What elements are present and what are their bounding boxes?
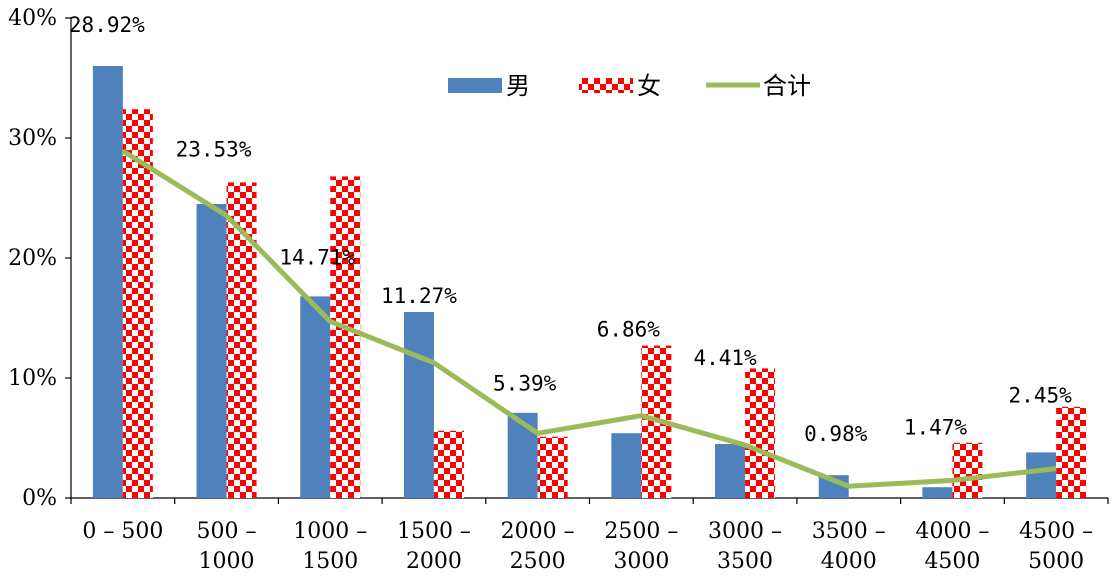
bar-male [611,433,642,498]
x-tick-label: 1500 [302,549,358,574]
bar-female [433,430,464,498]
bar-male [403,312,434,498]
data-labels: 28.92% 23.53% 14.71% 11.27% 5.39% 6.86% 4.41% 0… [69,13,1072,446]
bar-male [1026,452,1057,498]
bar-male [300,296,331,498]
data-label: 2.45% [1009,384,1073,408]
x-tick-label: 2500 – [604,519,678,544]
data-label: 23.53% [176,138,252,162]
x-tick-label: 2000 [406,549,462,574]
legend-label-female: 女 [637,72,661,100]
y-tick-label: 30% [8,126,57,151]
x-tick-label: 500 – [197,519,257,544]
legend: 男 女 合计 [448,72,811,100]
x-tick-label: 3500 – [812,519,886,544]
x-tick-label: 4000 – [915,519,989,544]
legend-swatch-female [579,78,633,93]
data-label: 4.41% [693,346,757,370]
y-tick-label: 0% [22,486,57,511]
data-label: 11.27% [381,284,457,308]
x-tick-label: 0 – 500 [82,519,163,544]
bar-female [952,442,983,498]
bar-female [122,109,153,498]
bar-male [92,66,123,498]
data-label: 0.98% [804,422,868,446]
data-label: 1.47% [904,415,968,439]
data-label: 5.39% [493,371,557,395]
y-tick-label: 40% [8,6,57,31]
bar-male [196,204,227,498]
x-tick-label: 5000 [1028,549,1084,574]
data-label: 14.71% [279,245,355,269]
y-tick-label: 20% [8,246,57,271]
x-tick-label: 1500 – [397,519,471,544]
x-tick-label: 3000 – [708,519,782,544]
bar-female [330,176,361,498]
x-tick-label: 3500 [717,549,773,574]
x-tick-label: 4000 [821,549,877,574]
x-tick-label: 2500 [510,549,566,574]
x-tick-label: 2000 – [501,519,575,544]
x-tick-label: 4500 – [1019,519,1093,544]
x-tick-label: 4500 [924,549,980,574]
x-tick-label: 3000 [613,549,669,574]
legend-label-total: 合计 [763,72,811,100]
bar-female [1056,406,1087,498]
x-tick-label: 1000 – [293,519,367,544]
legend-swatch-male [448,78,502,93]
bar-female [226,182,257,498]
bar-male [922,487,953,498]
data-label: 6.86% [597,318,661,342]
bar-male [715,444,746,498]
x-tick-label: 1000 [199,549,255,574]
y-tick-label: 10% [8,366,57,391]
bar-female [745,368,776,498]
legend-label-male: 男 [506,72,530,100]
total-line [121,148,1057,489]
data-label: 28.92% [69,13,145,37]
total-series-line [121,148,1057,489]
bar-female [537,436,568,498]
